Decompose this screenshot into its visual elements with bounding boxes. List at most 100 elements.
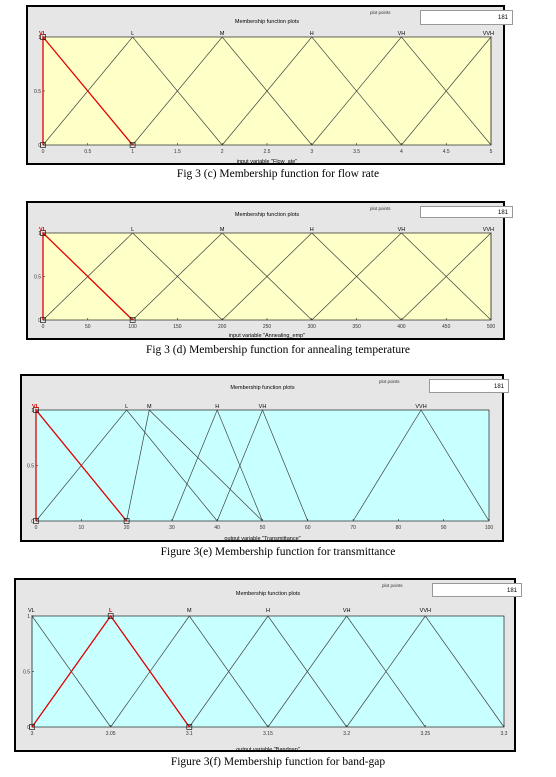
mf-panel-annealing-temperature: Membership function plots 0 50 100 150 200 250… [26,201,513,340]
y-tick-label: 1 [27,614,30,620]
x-tick-label: 3 [31,731,34,737]
mf-label-vl: VL [39,31,47,37]
mf-label-h: H [310,31,314,37]
mf-curve-l[interactable] [42,232,223,321]
mf-vertex-handle[interactable] [40,34,46,40]
y-tick-label: 1 [31,408,34,414]
mf-label-l: L [109,608,113,614]
mf-curve-m[interactable] [132,36,313,146]
mf-vertex-handle[interactable] [33,407,39,413]
x-tick-label: 0 [42,149,45,155]
x-axis-label: output variable "Transmittance" [224,536,300,540]
plot-points-input[interactable]: 181 [429,379,509,393]
mf-curve-vvh[interactable] [346,615,505,728]
x-tick-label: 1 [131,149,134,155]
mf-vertex-handle[interactable] [129,317,136,323]
x-tick-label: 100 [128,324,137,330]
x-tick-label: 2.5 [264,149,271,155]
mf-curve-m[interactable] [126,409,263,522]
mf-curve-vh[interactable] [311,36,492,146]
chart-title: Membership function plots [235,19,299,25]
mf-vertex-handle[interactable] [29,724,35,730]
mf-curve-h[interactable] [189,615,347,728]
mf-panel-flow-rate: Membership function plots 0 0.5 1 1.5 2 2.5 3 3.… [26,5,513,165]
mf-curve-vh[interactable] [267,615,426,728]
mf-curve-vvh[interactable] [352,409,490,522]
x-tick-label: 3.1 [186,731,193,737]
y-tick-label: 0.5 [23,670,30,676]
y-tick-label: 0.5 [34,275,41,281]
x-tick-label: 70 [350,525,356,531]
mf-label-vh: VH [259,404,267,410]
mf-curve-vh[interactable] [311,232,492,321]
plot-points-label: plot points [370,10,391,15]
mf-vertex-handle[interactable] [40,317,46,323]
mf-vertex-handle[interactable] [107,613,114,619]
mf-label-l: L [125,404,128,410]
y-tick-label: 0 [38,143,41,149]
mf-curve-vl[interactable] [31,614,111,728]
mf-vertex-handle[interactable] [40,142,46,148]
mf-label-m: M [187,608,192,614]
y-tick-label: 1 [38,231,41,237]
mf-curve-vl[interactable] [42,35,134,146]
mf-vertex-handle[interactable] [33,518,39,524]
mf-label-vvh: VVH [483,31,494,37]
y-tick-label: 0 [31,519,34,525]
mf-curve-h[interactable] [171,409,263,522]
x-tick-label: 1.5 [174,149,181,155]
figure-caption: Figure 3(e) Membership function for tran… [160,546,396,558]
x-tick-label: 40 [214,525,220,531]
x-tick-label: 500 [487,324,496,330]
x-tick-label: 3.15 [263,731,273,737]
plot-points-input[interactable]: 181 [432,583,522,597]
mf-vertex-handle[interactable] [186,724,193,730]
mf-chart-svg: Membership function plots 0 50 100 150 200 250… [28,203,503,338]
plot-points-label: plot points [379,379,400,384]
mf-chart-svg: Membership function plots 3 3.05 3.1 3.15 3.2… [16,580,514,750]
x-tick-label: 150 [173,324,182,330]
mf-curve-vvh[interactable] [401,232,492,321]
mf-panel-bandgap: Membership function plots 3 3.05 3.1 3.15 3.2… [14,578,522,752]
mf-curve-vh[interactable] [216,409,309,522]
mf-label-vl: VL [39,227,47,233]
x-tick-label: 350 [352,324,361,330]
mf-label-vl: VL [28,608,35,614]
x-tick-label: 90 [441,525,447,531]
y-tick-label: 1 [38,35,41,41]
y-tick-label: 0.5 [27,464,34,470]
x-tick-label: 100 [485,525,494,531]
mf-curve-l[interactable] [42,36,223,146]
mf-curve-vl[interactable] [35,408,128,522]
mf-vertex-handle[interactable] [40,230,46,236]
x-tick-label: 30 [169,525,175,531]
x-tick-label: 3 [310,149,313,155]
x-axis-label: output variable "Bandgap" [236,747,300,750]
mf-vertex-handle[interactable] [129,142,136,148]
x-tick-label: 50 [260,525,266,531]
mf-curve-m[interactable] [132,232,313,321]
x-tick-label: 0.5 [84,149,91,155]
plot-points-input[interactable]: 181 [420,10,513,25]
mf-curve-h[interactable] [221,232,402,321]
mf-vertex-handle[interactable] [123,518,130,524]
mf-curve-l[interactable] [31,614,190,728]
mf-curve-h[interactable] [221,36,402,146]
x-tick-label: 3.05 [106,731,116,737]
mf-label-l: L [131,227,134,233]
x-tick-label: 200 [218,324,227,330]
mf-label-vl: VL [32,404,40,410]
plot-area [31,615,505,728]
x-tick-label: 60 [305,525,311,531]
x-tick-label: 3.3 [501,731,508,737]
plot-points-input[interactable]: 181 [420,206,513,218]
x-tick-label: 300 [308,324,317,330]
mf-curve-vvh[interactable] [401,36,492,146]
x-tick-label: 5 [490,149,493,155]
x-tick-label: 80 [396,525,402,531]
y-tick-label: 0.5 [34,89,41,95]
mf-label-h: H [266,608,270,614]
x-tick-label: 4 [400,149,403,155]
mf-curve-m[interactable] [110,615,269,728]
mf-curve-vl[interactable] [42,231,134,321]
